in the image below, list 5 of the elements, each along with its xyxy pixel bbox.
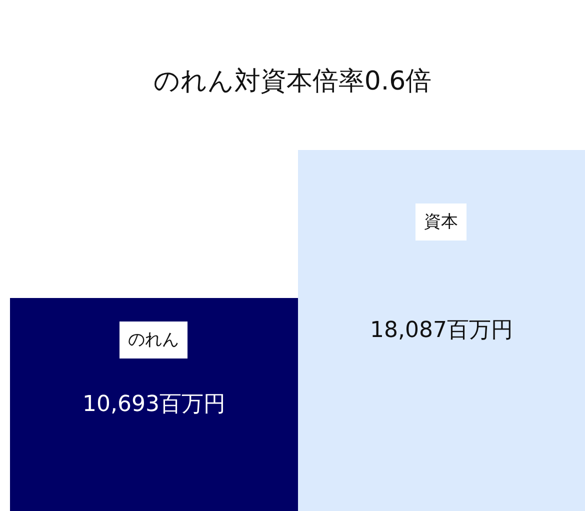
data-label: 10,693百万円	[82, 392, 226, 417]
x-tick-label: のれん	[128, 330, 179, 350]
x-tick-label: 資本	[424, 212, 458, 232]
data-label: 18,087百万円	[370, 318, 513, 343]
chart-title: のれん対資本倍率0.6倍	[153, 66, 432, 97]
